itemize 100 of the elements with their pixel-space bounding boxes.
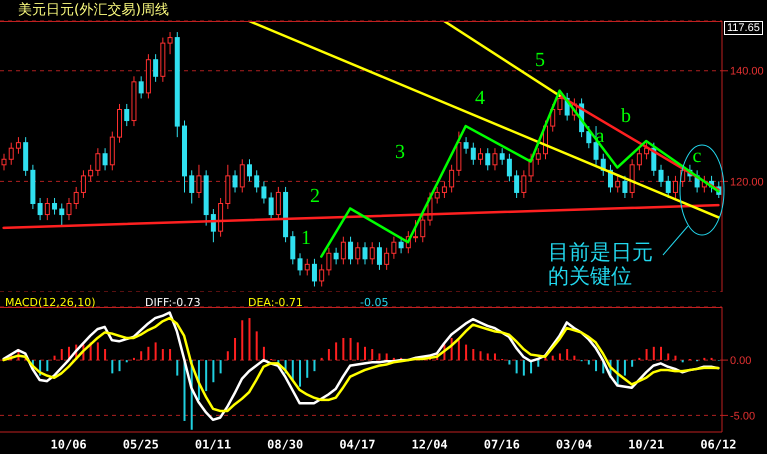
candlestick: [536, 148, 541, 166]
candlestick: [420, 214, 426, 243]
bar: [386, 353, 388, 360]
candlestick: [398, 236, 404, 254]
bar: [588, 360, 590, 365]
bar: [220, 360, 222, 374]
bar: [176, 360, 178, 376]
candlestick: [622, 175, 628, 198]
candlestick: [312, 258, 317, 287]
bar: [631, 360, 634, 367]
y-tick-label: 120.00: [730, 176, 764, 188]
bar: [356, 342, 359, 360]
annotation: 4: [474, 87, 486, 109]
annotation: 2: [309, 185, 321, 207]
candlestick: [8, 142, 14, 166]
bar: [371, 349, 374, 360]
annotation: b: [620, 105, 632, 127]
bar: [256, 331, 258, 360]
bar: [674, 356, 676, 360]
candlestick: [66, 197, 72, 221]
candlestick: [666, 175, 671, 198]
candlestick: [268, 192, 274, 221]
candlestick: [298, 252, 303, 276]
bar: [262, 346, 265, 360]
bar: [104, 349, 106, 360]
bar: [646, 349, 648, 360]
candlestick: [355, 242, 360, 265]
bar: [118, 360, 121, 372]
candlestick: [449, 164, 454, 193]
candlestick: [636, 148, 642, 171]
bar: [537, 360, 540, 367]
candlestick: [478, 148, 484, 166]
annotation: 3: [394, 141, 406, 163]
bar: [552, 356, 554, 360]
candlestick: [521, 170, 526, 198]
bar: [313, 360, 316, 372]
annotation: c: [692, 145, 702, 167]
candlestick: [464, 136, 469, 154]
bar: [96, 342, 99, 360]
candlestick: [391, 236, 396, 260]
candlestick: [434, 186, 440, 204]
candlestick: [276, 186, 281, 221]
candlestick: [74, 186, 79, 210]
text: 117.65: [724, 21, 763, 35]
candlestick: [506, 153, 512, 182]
bar: [226, 351, 229, 360]
bar: [378, 353, 380, 360]
candlestick: [376, 242, 382, 270]
bar: [292, 360, 294, 380]
candlestick: [44, 197, 50, 221]
bar: [248, 318, 250, 360]
candlestick: [514, 170, 520, 198]
bar: [154, 342, 157, 360]
x-tick-label: 12/04: [412, 438, 448, 452]
candlestick: [153, 54, 158, 82]
bar: [162, 349, 164, 360]
y-tick-label: 140.00: [730, 66, 764, 78]
annotation: 5: [534, 49, 546, 71]
bar: [299, 360, 302, 387]
candlestick: [304, 258, 310, 276]
candlestick: [88, 164, 94, 182]
annotation: MACD(12,26,10): [5, 296, 96, 309]
bar: [169, 349, 172, 360]
bar: [111, 360, 114, 374]
candlestick: [492, 148, 498, 171]
y-tick-label: 0.00: [730, 355, 752, 367]
bar: [205, 360, 208, 392]
chart-title: 美元日元(外汇交易)周线: [18, 1, 169, 19]
candlestick: [557, 92, 562, 116]
bar: [486, 353, 489, 360]
x-tick-label: 08/30: [267, 438, 304, 452]
candlestick: [362, 242, 368, 265]
bar: [624, 360, 626, 376]
candlestick: [384, 247, 390, 270]
bar: [660, 346, 662, 360]
bar: [667, 353, 670, 360]
bar: [60, 349, 63, 360]
bar: [140, 351, 142, 360]
annotation: -0.05: [360, 296, 388, 309]
y-tick-label: -5.00: [730, 410, 756, 422]
bar: [472, 349, 474, 360]
candlestick: [232, 170, 238, 193]
annotation: 1: [300, 227, 312, 249]
annotation: DEA:-0.71: [248, 296, 303, 309]
x-tick-label: 01/11: [194, 438, 232, 452]
bar: [46, 360, 48, 372]
bar: [364, 346, 366, 360]
candlestick: [326, 247, 332, 276]
bar: [335, 342, 338, 360]
bar: [54, 356, 56, 360]
candlestick: [124, 103, 130, 127]
candlestick: [658, 164, 664, 188]
bar: [458, 340, 460, 360]
bar: [241, 320, 244, 360]
candlestick: [672, 175, 678, 198]
candlestick: [189, 170, 194, 204]
bar: [147, 346, 150, 360]
bar: [234, 338, 236, 360]
bar: [516, 360, 518, 374]
bar: [566, 349, 568, 360]
